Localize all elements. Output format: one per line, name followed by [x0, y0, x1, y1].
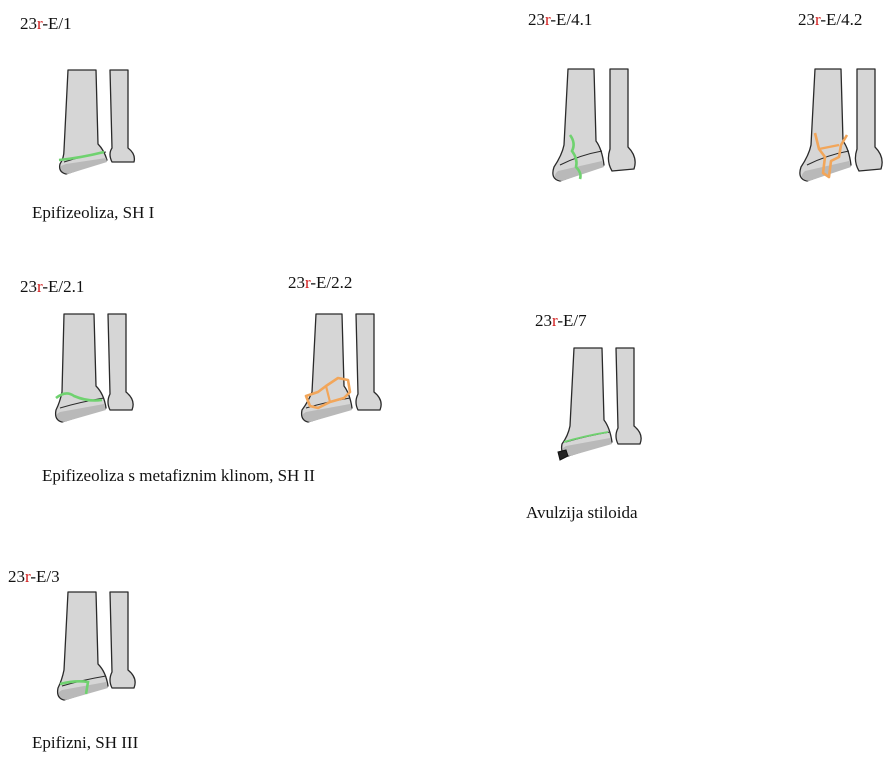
code-label-e42: 23r-E/4.2 [798, 10, 863, 29]
bone-figure-e22 [296, 312, 386, 437]
bone-figure-e3 [52, 590, 142, 715]
caption-avulsion: Avulzija stiloida [526, 503, 638, 522]
fracture-fragment [304, 376, 352, 410]
caption-sh2: Epifizeoliza s metafiznim klinom, SH II [42, 466, 315, 485]
code-label-e41: 23r-E/4.1 [528, 10, 593, 29]
code-label-e3: 23r-E/3 [8, 567, 60, 586]
code-label-e7: 23r-E/7 [535, 311, 587, 330]
bone-figure-e41 [548, 65, 638, 190]
fracture-fragment [813, 132, 849, 179]
radius-bone [58, 69, 108, 175]
fracture-line [55, 392, 103, 402]
bone-figure-e7 [556, 346, 646, 471]
caption-sh1: Epifizeoliza, SH I [32, 203, 155, 222]
avulsion-fragment [557, 449, 569, 461]
code-label-e21: 23r-E/2.1 [20, 277, 85, 296]
code-label-e22: 23r-E/2.2 [288, 273, 353, 292]
fracture-line [59, 680, 90, 695]
bone-figure-e42 [795, 65, 885, 190]
fracture-line [568, 134, 582, 180]
bone-figure-e1 [52, 62, 142, 187]
code-label-e1: 23r-E/1 [20, 14, 72, 33]
bone-figure-e21 [50, 312, 140, 437]
caption-sh3: Epifizni, SH III [32, 733, 139, 752]
fracture-line [58, 150, 105, 162]
ulna-bone [109, 69, 136, 163]
